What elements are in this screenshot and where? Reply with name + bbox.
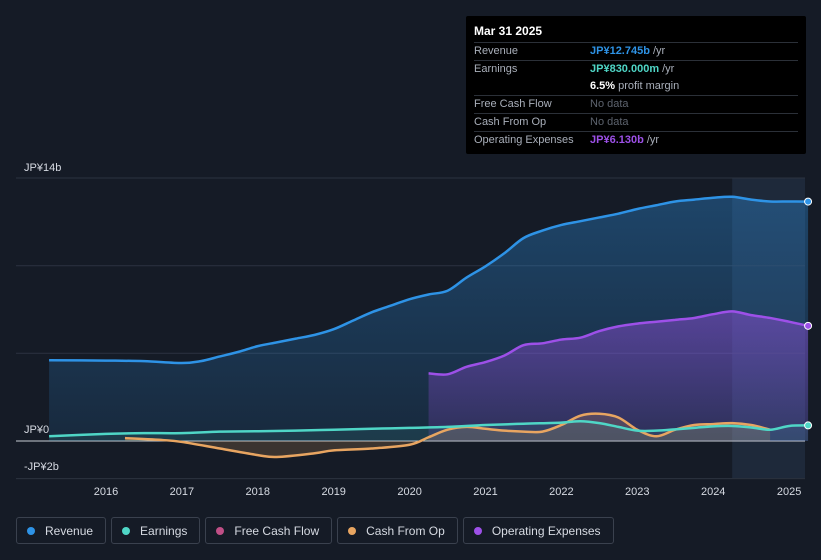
legend-label: Revenue [45, 523, 94, 538]
tooltip-row-value: No data [590, 116, 629, 128]
tooltip-row: 6.5% profit margin [474, 78, 798, 95]
y-tick-label-top: JP¥14b [24, 162, 61, 174]
x-axis: 2016 2017 2018 2019 2020 2021 2022 2023 2024 2025 [94, 486, 802, 498]
legend-dot-icon [473, 526, 482, 535]
legend-item-operating-expenses[interactable]: Operating Expenses [462, 517, 614, 544]
x-tick-label: 2020 [397, 486, 421, 498]
x-tick-label: 2016 [94, 486, 118, 498]
x-tick-label: 2021 [473, 486, 497, 498]
operating-expenses-endpoint [804, 321, 813, 330]
legend-label: Earnings [140, 523, 188, 538]
tooltip-row: Revenue JP¥12.745b/yr [474, 42, 798, 60]
legend-item-revenue[interactable]: Revenue [16, 517, 107, 544]
y-tick-label-bottom: -JP¥2b [24, 461, 59, 473]
legend: Revenue Earnings Free Cash Flow Cash From O… [16, 517, 614, 544]
tooltip-row: Free Cash Flow No data [474, 95, 798, 113]
tooltip-row: Earnings JP¥830.000m/yr [474, 60, 798, 78]
series-lines [49, 195, 809, 459]
x-tick-label: 2024 [701, 486, 725, 498]
tooltip-row: Operating Expenses JP¥6.130b/yr [474, 131, 798, 149]
revenue-line [49, 195, 809, 365]
x-tick-label: 2025 [777, 486, 801, 498]
tooltip-date: Mar 31 2025 [474, 24, 543, 38]
legend-item-earnings[interactable]: Earnings [111, 517, 201, 544]
earnings-area [49, 421, 809, 441]
earnings-line [49, 420, 809, 438]
legend-label: Cash From Op [366, 523, 445, 538]
revenue-endpoint [804, 197, 813, 206]
x-tick-label: 2022 [549, 486, 573, 498]
legend-label: Free Cash Flow [234, 523, 320, 538]
x-tick-label: 2023 [625, 486, 649, 498]
legend-dot-icon [348, 526, 357, 535]
tooltip-row-label: Operating Expenses [474, 134, 574, 146]
tooltip-row-unit: /yr [646, 134, 660, 146]
tooltip-row-label: Cash From Op [474, 116, 547, 128]
tooltip-row-value: 6.5% [590, 80, 616, 92]
tooltip-row-unit: profit margin [618, 80, 680, 92]
tooltip-row-value: JP¥830.000m [590, 63, 660, 75]
x-tick-label: 2019 [321, 486, 345, 498]
earnings-endpoint [804, 421, 813, 430]
tooltip-row-unit: /yr [662, 63, 675, 75]
x-tick-label: 2018 [246, 486, 270, 498]
operating-expenses-line [428, 310, 809, 376]
tooltip-row-label [474, 78, 590, 95]
tooltip-row-unit: /yr [652, 45, 666, 57]
y-tick-label-zero: JP¥0 [24, 424, 49, 436]
legend-label: Operating Expenses [491, 523, 601, 538]
series-endpoints [804, 197, 813, 430]
tooltip-row-label: Free Cash Flow [474, 98, 552, 110]
operating-expenses-area [428, 311, 809, 441]
tooltip-rows: Revenue JP¥12.745b/yr Earnings JP¥830.000m /… [474, 42, 798, 149]
legend-dot-icon [27, 526, 35, 535]
tooltip: Mar 31 2025 Revenue JP¥12.745b/yr Earnings… [466, 16, 806, 154]
tooltip-row: Cash From Op No data [474, 113, 798, 131]
legend-dot-icon [122, 526, 131, 535]
series-areas [49, 196, 809, 458]
tooltip-row-label: Earnings [474, 63, 518, 75]
legend-item-cash-from-op[interactable]: Cash From Op [337, 517, 458, 544]
tooltip-row-label: Revenue [474, 45, 519, 57]
legend-item-free-cash-flow[interactable]: Free Cash Flow [205, 517, 333, 544]
x-tick-label: 2017 [170, 486, 194, 498]
tooltip-row-value: JP¥6.130b [590, 134, 644, 146]
tooltip-row-value: JP¥12.745b [590, 45, 650, 57]
legend-dot-icon [216, 526, 225, 535]
tooltip-row-value: No data [590, 98, 629, 110]
